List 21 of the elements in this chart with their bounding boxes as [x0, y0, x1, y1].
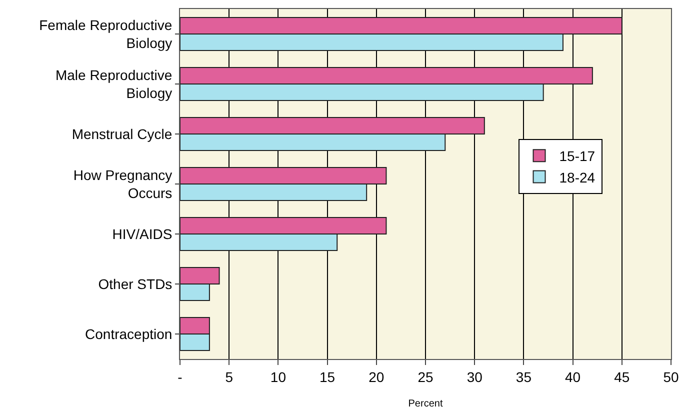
- x-axis-title: Percent: [408, 398, 443, 410]
- y-tick-label: HIV/AIDS: [112, 226, 172, 242]
- legend-label: 18-24: [559, 169, 596, 186]
- x-tick-label: 25: [418, 368, 434, 385]
- x-tick-label: 40: [565, 368, 581, 385]
- x-tick-label: 50: [663, 368, 679, 385]
- x-tick-label: 5: [225, 368, 234, 385]
- y-tick-label: Female Reproductive Biology: [39, 16, 172, 51]
- x-tick-label: 15: [320, 368, 336, 385]
- y-tick-label: How Pregnancy Occurs: [73, 166, 172, 201]
- x-tick-label: 20: [368, 368, 384, 385]
- y-tick-label: Male Reproductive Biology: [55, 66, 172, 101]
- x-tick-label: -: [178, 368, 183, 385]
- x-tick-label: 35: [516, 368, 532, 385]
- y-tick-label: Menstrual Cycle: [72, 126, 172, 142]
- x-tick-label: 30: [466, 368, 483, 385]
- legend-label: 15-17: [559, 148, 596, 164]
- x-tick-label: 10: [270, 368, 286, 385]
- y-tick-label: Contraception: [85, 326, 172, 342]
- x-tick-label: 45: [614, 368, 630, 385]
- y-tick-label: Other STDs: [98, 276, 172, 292]
